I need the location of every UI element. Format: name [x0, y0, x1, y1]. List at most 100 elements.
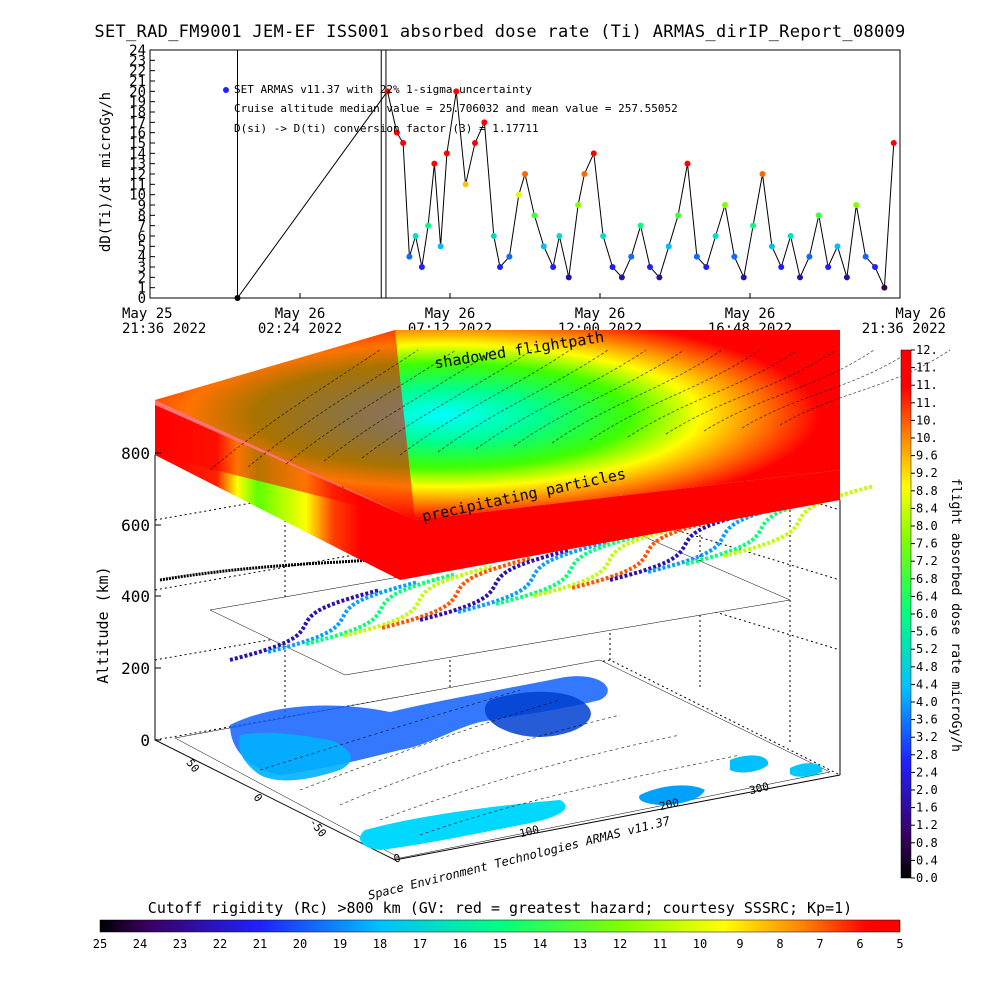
data-point [481, 119, 488, 126]
data-point [665, 243, 672, 250]
x-tick-time: 21:36 2022 [862, 321, 946, 337]
rigidity-tick-label: 25 [93, 937, 107, 951]
data-point [872, 264, 878, 270]
colorbar-tick-label: 8.4 [916, 501, 938, 515]
annotation-version: SET ARMAS v11.37 with 22% 1-sigma uncert… [234, 83, 532, 96]
slab-track [551, 349, 723, 444]
altitude-ticks: 0 200 400 600 800 [121, 444, 161, 750]
rigidity-tick-label: 22 [213, 937, 227, 951]
slab-track [513, 349, 685, 447]
dose-colorbar: 0.0 0.4 0.8 1.2 1.6 2.0 2.4 2.8 3.2 3.6 4.0 4.4 4.8 5… [900, 343, 963, 885]
y-tick-label: 23 [129, 53, 146, 69]
data-point [862, 253, 869, 260]
x-tick-date: May 26 [895, 306, 946, 322]
y-tick-label: 7 [138, 219, 146, 235]
timeseries-points [234, 88, 897, 301]
slab-track [323, 349, 495, 462]
y-tick-label: 11 [129, 177, 146, 193]
rigidity-colorbar: Cutoff rigidity (Rc) >800 km (GV: red = … [93, 899, 904, 951]
data-point [825, 264, 832, 270]
data-point [522, 171, 528, 177]
colorbar-tick-label: 2.0 [916, 783, 938, 797]
data-point [540, 243, 547, 250]
annotation-conversion-factor: D(si) -> D(ti) conversion factor (3) = 1… [234, 122, 539, 135]
data-point [506, 253, 513, 260]
rigidity-tick-label: 19 [333, 937, 347, 951]
colorbar-tick-label: 11. [916, 361, 938, 375]
precipitation-slab: shadowed flightpath precipitating partic… [155, 328, 951, 580]
colorbar-tick-label: 1.6 [916, 801, 938, 815]
continent-cluster [238, 732, 351, 781]
rigidity-tick-label: 10 [693, 937, 707, 951]
y-tick-label: 12 [129, 167, 146, 183]
data-point [515, 191, 522, 198]
data-point [722, 202, 728, 208]
data-point [384, 88, 391, 95]
y-tick-label: 20 [129, 84, 146, 100]
orbit-wave [457, 540, 609, 614]
rigidity-colorbar-ticks: 25 24 23 22 21 20 19 18 17 16 15 14 13 12 11 10 9 8 7 6 5 [93, 937, 904, 951]
longitude-tick-label: 300 [748, 780, 770, 797]
longitude-tick-label: 200 [658, 796, 680, 813]
data-point [609, 264, 616, 270]
colorbar-tick-label: 7.6 [916, 537, 938, 551]
rigidity-tick-label: 7 [816, 937, 823, 951]
altitude-3d-panel: shadowed flightpath precipitating partic… [94, 328, 951, 902]
data-point [412, 233, 419, 239]
y-tick-label: 19 [129, 95, 146, 111]
data-point [637, 222, 644, 229]
data-point [815, 212, 822, 219]
altitude-axis-label: Altitude (km) [94, 566, 112, 683]
data-point [531, 212, 538, 219]
slab-left-edge [155, 330, 415, 520]
data-point [581, 171, 588, 177]
rigidity-tick-label: 23 [173, 937, 187, 951]
colorbar-tick-label: 5.6 [916, 625, 938, 639]
rigidity-tick-label: 13 [573, 937, 587, 951]
colorbar-tick-label: 0.0 [916, 871, 938, 885]
colorbar-tick-label: 3.2 [916, 730, 938, 744]
data-point [806, 253, 813, 260]
rigidity-tick-label: 6 [856, 937, 863, 951]
colorbar-tick-label: 0.4 [916, 853, 938, 867]
data-point [400, 140, 407, 146]
data-point [675, 212, 682, 219]
data-point [843, 274, 850, 281]
colorbar-tick-label: 6.0 [916, 607, 938, 621]
data-point [647, 264, 653, 270]
dose-colorbar-gradient [900, 349, 912, 879]
data-point [797, 274, 803, 281]
data-point [787, 233, 794, 239]
y-tick-label: 6 [138, 229, 146, 245]
continent-far-right [790, 763, 823, 777]
slab-front [155, 405, 840, 580]
continent-americas [484, 691, 591, 737]
data-point [890, 140, 897, 146]
data-point [684, 160, 691, 167]
rigidity-tick-label: 5 [896, 937, 903, 951]
latitude-tick-label: -50 [307, 816, 329, 840]
x-tick-date: May 25 [122, 306, 173, 322]
slab-dashed-tracks [209, 349, 951, 471]
orbit-wave [381, 556, 533, 630]
rigidity-tick-label: 24 [133, 937, 147, 951]
colorbar-tick-label: 1.2 [916, 818, 938, 832]
orbit-wave [267, 580, 419, 654]
ground-track-ribbon [159, 546, 561, 582]
colorbar-tick-label: 12. [916, 343, 938, 357]
colorbar-tick-label: 11. [916, 396, 938, 410]
data-point [853, 202, 860, 208]
colorbar-tick-label: 2.4 [916, 765, 938, 779]
colorbar-tick-label: 7.2 [916, 554, 938, 568]
orbit-wave [419, 548, 571, 622]
y-tick-label: 8 [138, 208, 146, 224]
rigidity-tick-label: 21 [253, 937, 267, 951]
data-point [425, 222, 432, 229]
dose-colorbar-label: flight absorbed dose rate microGy/h [948, 478, 963, 752]
page-title: SET_RAD_FM9001 JEM-EF ISS001 absorbed do… [94, 22, 906, 42]
data-point [418, 264, 425, 270]
latitude-tick-label: 50 [184, 757, 202, 775]
rigidity-tick-label: 16 [453, 937, 467, 951]
